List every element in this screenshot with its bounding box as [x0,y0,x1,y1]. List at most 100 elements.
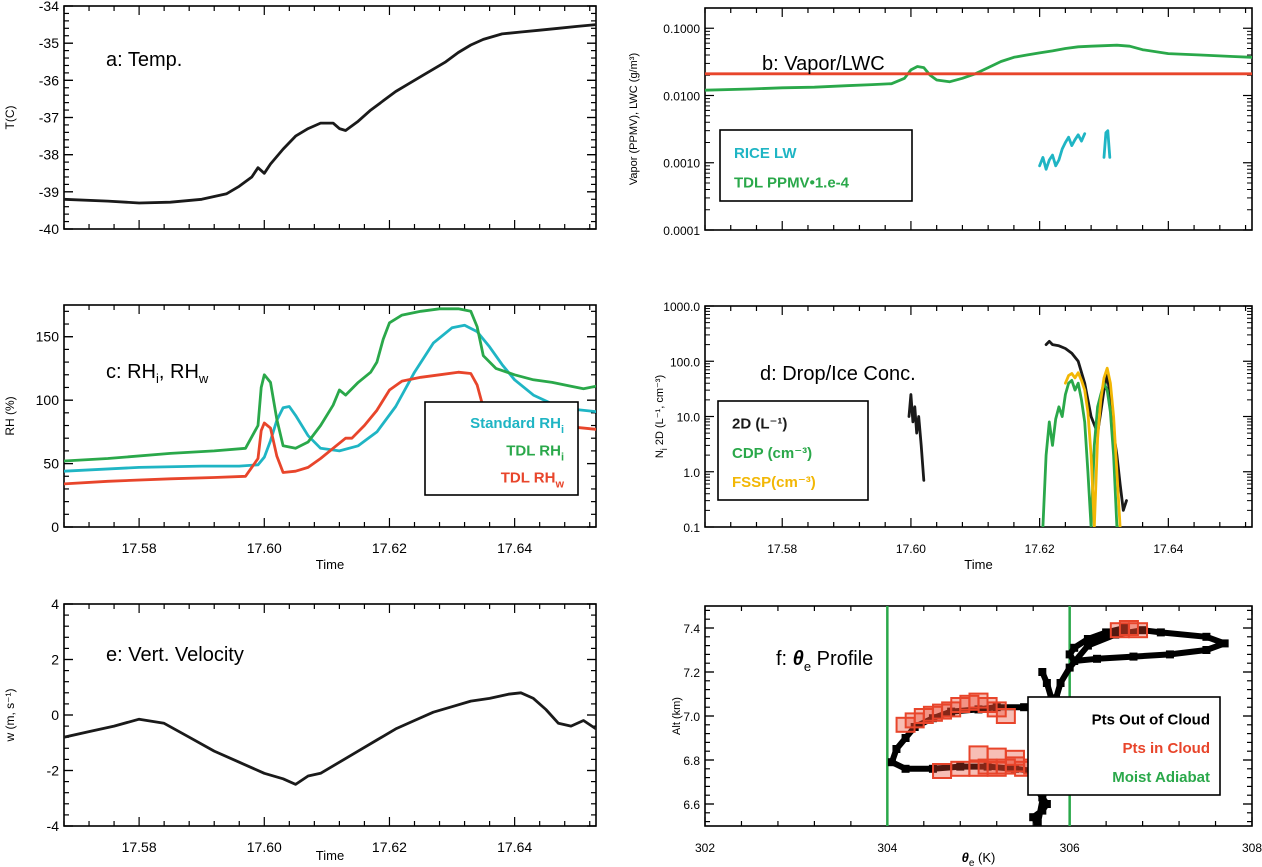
panel-b: 0.0001 0.0010 0.0100 0.1000 Vapor (PPMV), LW… [628,7,1253,238]
panel-a: -40 -39 -38 -37 -36 -35 -34 T(C) a: Temp. [3,0,597,237]
x-tick-label: 17.58 [767,542,797,556]
legend-box [1027,696,1221,796]
panel-f: 302 304 306 308 6.6 6.8 7.0 7.2 7.4 θe (K) Alt (km… [671,605,1262,867]
x-axis-label: Time [964,557,992,572]
legend: Pts Out of Cloud Pts in Cloud Moist Adiaba… [1027,696,1221,796]
y-tick-label: 0.1 [683,521,700,535]
y-tick-label: 6.6 [683,798,700,812]
y-tick-label: -38 [39,147,59,163]
y-tick-label: 2 [51,652,59,668]
x-axis-label: θe (K) [962,850,996,867]
x-tick-label: 17.62 [372,540,407,556]
y-tick-label: -36 [39,72,59,88]
y-tick-label: 0 [51,519,59,535]
y-tick-label: 7.2 [683,666,700,680]
x-tick-label: 17.64 [497,839,532,855]
panel-title: e: Vert. Velocity [106,644,244,666]
y-tick-label: -2 [47,763,60,779]
data-layer [64,23,596,205]
y-tick-label: 0 [51,707,59,723]
legend-entry: RICE LW [734,145,797,162]
panel-e: 17.58 17.60 17.62 17.64 -4 -2 0 2 4 Time w (m, s⁻¹… [3,596,597,863]
legend-entry: TDL PPMV•1.e-4 [734,175,850,192]
legend-entry: Pts in Cloud [1123,740,1211,757]
y-axis-label: Alt (km) [671,697,683,735]
y-tick-label: 50 [43,456,59,472]
x-tick-label: 17.62 [372,839,407,855]
y-tick-label: 0.1000 [663,22,700,36]
x-tick-label: 308 [1242,841,1262,855]
y-tick-label: 0.0010 [663,157,700,171]
data-layer [64,691,596,786]
legend-box [719,129,913,202]
y-tick-label: -34 [39,0,59,14]
panel-title: a: Temp. [106,49,182,71]
x-axis-label: Time [316,557,344,572]
x-tick-label: 17.60 [247,839,282,855]
x-tick-label: 17.60 [247,540,282,556]
point-pts-in-cloud [986,747,1007,764]
series-rice-lw [1038,132,1087,171]
point-pts-in-cloud [1004,749,1025,766]
series-fssp-cm [1064,366,1122,527]
legend-entry: Moist Adiabat [1112,769,1210,786]
legend: Standard RHi TDL RHi TDL RHw [424,401,579,496]
legend-entry: TDL RHi [506,442,564,463]
x-tick-label: 17.62 [1025,542,1055,556]
y-axis-label: T(C) [3,106,17,130]
x-tick-label: 17.64 [1153,542,1183,556]
legend-entry: 2D (L⁻¹) [732,416,787,433]
y-tick-label: -37 [39,110,59,126]
x-tick-label: 17.58 [122,540,157,556]
series-tdl-rhi [64,307,596,463]
y-tick-label: -40 [39,221,59,237]
legend: 2D (L⁻¹) CDP (cm⁻³) FSSP(cm⁻³) [717,400,869,501]
y-tick-label: 150 [36,329,60,345]
series-rice-lw [1102,129,1112,159]
legend-entry: CDP (cm⁻³) [732,445,812,462]
point-pts-in-cloud [932,763,953,779]
legend-box [717,400,869,501]
y-tick-label: 4 [51,596,59,612]
y-tick-label: 100.0 [670,355,700,369]
x-tick-label: 17.64 [497,540,532,556]
point-pts-in-cloud [995,708,1016,724]
point-pts-in-cloud [968,745,989,762]
panel-title: c: RHi, RHw [106,361,209,386]
panel-c: 17.58 17.60 17.62 17.64 0 50 100 150 Time RH (%) c… [3,304,597,572]
y-tick-label: 0.0001 [663,224,700,238]
panel-d: 17.58 17.60 17.62 17.64 0.1 1.0 10.0 100.0 1000.… [654,300,1253,572]
legend-box [424,401,579,496]
plot-frame [63,603,597,827]
x-tick-label: 302 [695,841,715,855]
y-tick-label: 0.0100 [663,89,700,103]
y-tick-label: 6.8 [683,754,700,768]
x-tick-label: 306 [1060,841,1080,855]
y-tick-label: 7.0 [683,710,700,724]
y-axis-label: RH (%) [3,396,17,435]
legend-entry: Standard RHi [470,415,564,436]
y-tick-label: 1.0 [683,466,700,480]
series-standard-rhi [64,323,596,473]
x-axis-label: Time [316,848,344,863]
plot-frame [63,304,597,528]
point-pts-in-cloud [950,760,971,777]
point-pts-in-cloud [1128,622,1149,639]
x-tick-label: 304 [877,841,897,855]
series-line-0 [64,691,596,786]
series-line-0 [64,23,596,205]
y-tick-label: 10.0 [677,411,701,425]
y-tick-label: 100 [36,392,60,408]
series-tdl-ppmv-1-e-4 [705,43,1252,92]
y-tick-label: 1000.0 [663,300,700,314]
panel-title: d: Drop/Ice Conc. [760,363,916,385]
x-tick-label: 17.60 [896,542,926,556]
y-tick-label: -4 [47,818,60,834]
y-axis-label: Ni 2D (L⁻¹, cm⁻³) [654,375,669,458]
data-layer [705,43,1252,171]
legend-entry: FSSP(cm⁻³) [732,474,816,491]
series-cdp-cm [1041,378,1122,527]
y-tick-label: -35 [39,35,59,51]
data-layer [907,339,1128,527]
